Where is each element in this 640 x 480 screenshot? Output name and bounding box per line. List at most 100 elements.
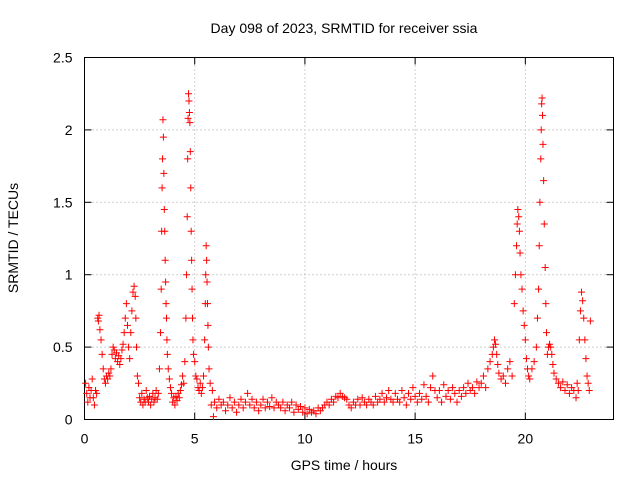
data-point: [347, 404, 355, 412]
x-tick-label: 15: [407, 431, 423, 447]
data-point: [163, 336, 171, 344]
data-point: [94, 314, 102, 322]
data-point: [400, 394, 408, 402]
data-point: [542, 300, 550, 308]
data-point: [540, 220, 548, 228]
data-point: [490, 336, 498, 344]
data-point: [433, 394, 441, 402]
data-point: [301, 404, 309, 412]
data-point: [128, 307, 136, 315]
data-point: [197, 389, 205, 397]
data-point: [162, 300, 170, 308]
data-point: [244, 389, 252, 397]
data-point: [471, 389, 479, 397]
data-point: [106, 372, 114, 380]
data-point: [303, 410, 311, 418]
data-point: [504, 365, 512, 373]
data-point: [561, 387, 569, 395]
data-point: [429, 372, 437, 380]
data-point: [513, 242, 521, 250]
data-point: [540, 177, 548, 185]
data-point: [517, 271, 525, 279]
data-point: [186, 148, 194, 156]
data-point: [378, 389, 386, 397]
x-axis-label: GPS time / hours: [291, 457, 398, 473]
data-point: [153, 395, 161, 403]
data-point: [261, 404, 269, 412]
data-point: [343, 395, 351, 403]
data-point: [246, 401, 254, 409]
x-tick-label: 0: [81, 431, 89, 447]
data-point: [163, 350, 171, 358]
x-tick-label: 20: [518, 431, 534, 447]
data-point: [363, 401, 371, 409]
data-point: [418, 395, 426, 403]
data-point: [398, 387, 406, 395]
data-point: [202, 271, 210, 279]
data-point: [548, 350, 556, 358]
data-point: [455, 387, 463, 395]
data-point: [574, 387, 582, 395]
data-point: [281, 407, 289, 415]
data-point: [473, 378, 481, 386]
data-point: [184, 114, 192, 122]
data-point: [97, 336, 105, 344]
data-point: [92, 387, 100, 395]
data-point: [371, 392, 379, 400]
data-point: [396, 398, 404, 406]
data-point: [435, 387, 443, 395]
data-point: [389, 398, 397, 406]
data-point: [411, 392, 419, 400]
data-point: [98, 350, 106, 358]
data-point: [140, 395, 148, 403]
data-point: [132, 314, 140, 322]
data-point: [235, 401, 243, 409]
data-point: [515, 227, 523, 235]
data-point: [538, 94, 546, 102]
data-point: [468, 384, 476, 392]
data-point: [83, 389, 91, 397]
data-point: [196, 379, 204, 387]
data-point: [185, 109, 193, 117]
data-point: [131, 292, 139, 300]
data-point: [183, 271, 191, 279]
data-point: [222, 407, 230, 415]
data-point: [444, 387, 452, 395]
data-point: [292, 401, 300, 409]
data-point: [204, 343, 212, 351]
data-point: [181, 358, 189, 366]
data-point: [165, 375, 173, 383]
data-point: [559, 378, 567, 386]
data-point: [123, 321, 131, 329]
data-point: [164, 365, 172, 373]
data-point: [520, 321, 528, 329]
data-point: [90, 401, 98, 409]
axis-tick-labels: 0 5 10 15 20 0 0.5 1 1.5 2 2.5: [53, 50, 533, 447]
data-point: [203, 278, 211, 286]
data-point: [334, 394, 342, 402]
data-point: [440, 381, 448, 389]
data-point: [136, 394, 144, 402]
data-point: [462, 389, 470, 397]
data-point: [521, 336, 529, 344]
data-point: [127, 329, 135, 337]
data-point: [510, 300, 518, 308]
data-point: [506, 358, 514, 366]
data-point: [539, 140, 547, 148]
data-point: [312, 410, 320, 418]
data-point: [532, 343, 540, 351]
data-point: [535, 285, 543, 293]
data-point: [94, 317, 102, 325]
data-point: [547, 343, 555, 351]
data-point: [533, 314, 541, 322]
y-tick-label: 2: [65, 122, 73, 138]
data-point: [158, 184, 166, 192]
data-point: [129, 288, 137, 296]
data-point: [424, 398, 432, 406]
data-point: [162, 278, 170, 286]
data-point: [526, 375, 534, 383]
data-point: [200, 372, 208, 380]
data-point: [161, 227, 169, 235]
data-point: [202, 242, 210, 250]
data-point: [522, 355, 530, 363]
